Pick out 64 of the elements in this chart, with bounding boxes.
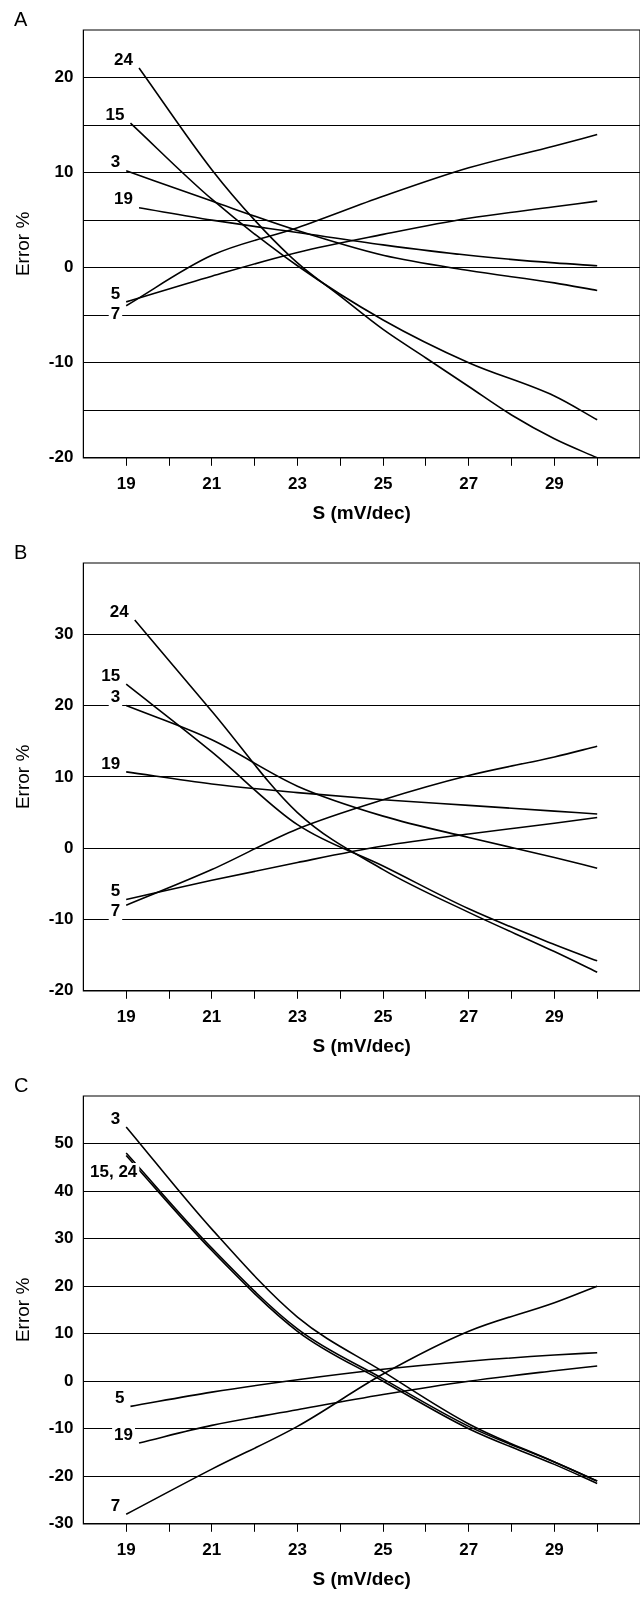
series-label: 5: [115, 1388, 125, 1408]
y-tick-label: -20: [48, 980, 74, 1000]
chart-title: B: [14, 541, 28, 564]
y-tick-label: -20: [48, 447, 74, 467]
series-label: 15: [105, 104, 125, 124]
x-tick-label: 23: [288, 1006, 307, 1026]
y-tick-label: 50: [54, 1133, 74, 1153]
x-tick-label: 19: [116, 1006, 136, 1026]
y-tick-label: 0: [63, 1370, 74, 1390]
y-tick-label: -30: [48, 1513, 74, 1533]
y-tick-label: 20: [54, 695, 74, 715]
x-tick-label: 19: [116, 1539, 136, 1559]
y-tick-label: 20: [54, 1275, 74, 1295]
x-tick-label: 21: [202, 473, 222, 493]
series-label: 7: [110, 901, 121, 921]
x-tick-label: 25: [373, 473, 393, 493]
x-tick-label: 21: [202, 1006, 222, 1026]
y-tick-label: 10: [54, 162, 74, 182]
y-tick-label: 30: [54, 623, 74, 643]
y-tick-label: 10: [54, 1323, 74, 1343]
x-tick-label: 25: [373, 1539, 393, 1559]
y-axis-title: Error %: [11, 744, 33, 810]
x-tick-label: 25: [373, 1006, 393, 1026]
y-tick-label: 10: [54, 766, 74, 786]
y-tick-label: -10: [48, 909, 74, 929]
x-tick-label: 21: [202, 1539, 222, 1559]
x-tick-label: 29: [544, 473, 564, 493]
y-tick-label: 30: [54, 1228, 74, 1248]
x-tick-label: 29: [544, 1539, 564, 1559]
chart-title: A: [14, 8, 28, 31]
x-tick-label: 19: [116, 473, 136, 493]
x-tick-label: 29: [544, 1006, 564, 1026]
y-tick-label: 0: [63, 257, 74, 277]
y-axis-title: Error %: [11, 1277, 33, 1343]
x-axis-title: S (mV/dec): [312, 1567, 411, 1589]
y-tick-label: -10: [48, 1418, 74, 1438]
series-label: 19: [101, 753, 121, 773]
series-label: 3: [110, 687, 121, 707]
series-label: 3: [110, 1108, 121, 1128]
y-axis-title: Error %: [11, 211, 33, 277]
x-tick-label: 23: [288, 473, 307, 493]
y-tick-label: 40: [54, 1180, 74, 1200]
series-label: 3: [110, 152, 121, 172]
series-label: 24: [109, 601, 130, 621]
x-tick-label: 27: [459, 1539, 479, 1559]
series-label: 24: [114, 49, 134, 69]
y-tick-label: -10: [48, 352, 74, 372]
series-label: 15: [101, 665, 121, 685]
chart-title: C: [14, 1074, 29, 1097]
series-label: 15, 24: [90, 1161, 138, 1181]
series-label: 7: [110, 1495, 121, 1515]
y-tick-label: 20: [54, 67, 74, 87]
x-axis-title: S (mV/dec): [312, 501, 411, 523]
x-tick-label: 27: [459, 473, 479, 493]
x-tick-label: 23: [288, 1539, 307, 1559]
x-axis-title: S (mV/dec): [312, 1034, 411, 1056]
series-label: 5: [110, 881, 121, 901]
series-label: 7: [110, 303, 121, 323]
y-tick-label: 0: [63, 837, 74, 857]
series-label: 19: [114, 189, 134, 209]
series-label: 19: [114, 1424, 134, 1444]
y-tick-label: -20: [48, 1465, 74, 1485]
series-label: 5: [110, 283, 121, 303]
x-tick-label: 27: [459, 1006, 479, 1026]
